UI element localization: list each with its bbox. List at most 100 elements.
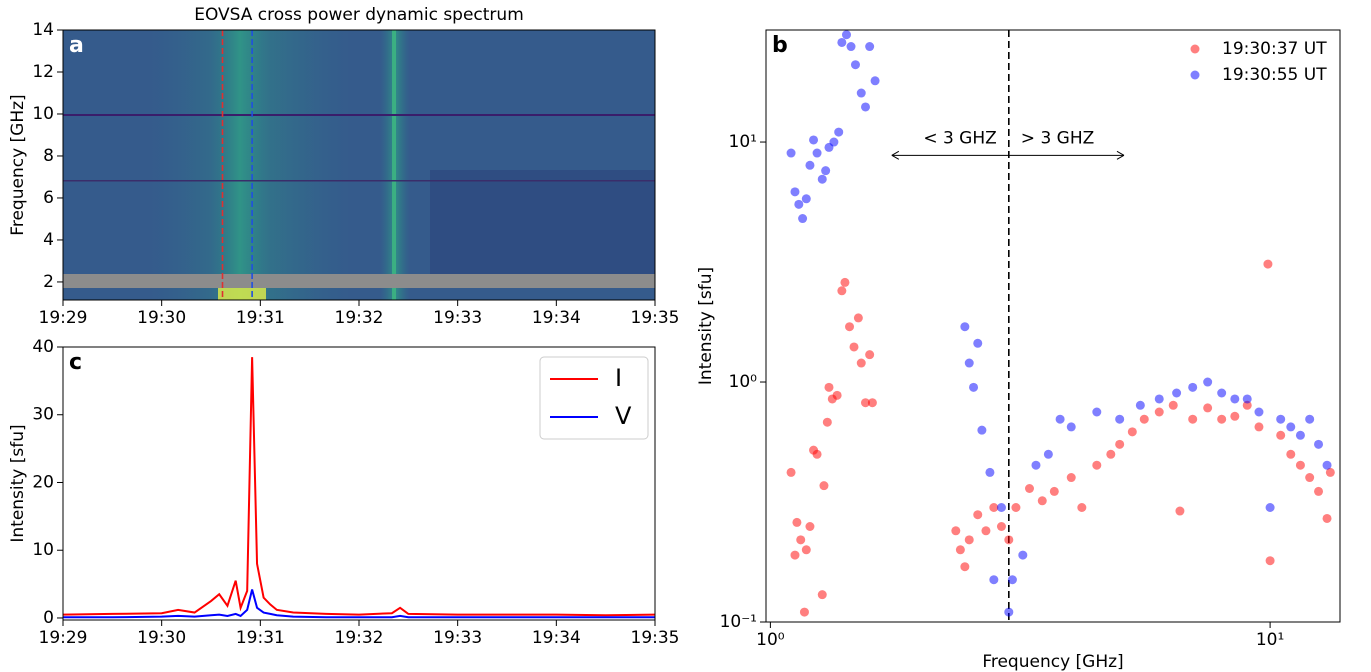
x-tick-label: 19:35 [631, 308, 680, 328]
point [819, 481, 829, 491]
y-tick-label: 10¹ [729, 132, 757, 152]
point [841, 30, 851, 40]
point [860, 398, 870, 408]
point [1286, 449, 1296, 459]
point [996, 503, 1006, 513]
point [799, 607, 809, 617]
legend-marker [1190, 70, 1200, 80]
x-axis-label: Frequency [GHz] [982, 652, 1123, 672]
x-tick-label: 19:31 [236, 628, 285, 648]
point [1263, 259, 1273, 269]
y-tick-label: 10 [32, 540, 54, 560]
point [1217, 414, 1227, 424]
point [1007, 575, 1017, 585]
legend-label: V [615, 402, 632, 430]
point [1011, 503, 1021, 513]
point [1265, 503, 1275, 513]
point [1276, 430, 1286, 440]
legend-label: 19:30:37 UT [1222, 39, 1327, 59]
point [821, 166, 831, 176]
point [850, 60, 860, 70]
point [1092, 407, 1102, 417]
x-tick-label: 19:30 [137, 628, 186, 648]
x-tick-label: 19:32 [335, 628, 384, 648]
point [846, 42, 856, 52]
annotation: > 3 GHZ [1021, 128, 1094, 148]
axes-frame [62, 29, 656, 301]
x-tick-label: 10⁰ [756, 630, 785, 650]
point [969, 382, 979, 392]
point [985, 467, 995, 477]
point [1188, 382, 1198, 392]
point [1139, 414, 1149, 424]
point [809, 135, 819, 145]
point [1242, 400, 1252, 410]
point [1031, 460, 1041, 470]
point [1004, 607, 1014, 617]
point [1322, 460, 1332, 470]
point [837, 37, 847, 47]
point [1066, 422, 1076, 432]
x-tick-label: 19:33 [433, 308, 482, 328]
point [1276, 414, 1286, 424]
x-tick-label: 19:33 [433, 628, 482, 648]
point [955, 545, 965, 555]
x-tick-label: 19:29 [39, 308, 88, 328]
point [951, 526, 961, 536]
point [845, 322, 855, 332]
y-tick-label: 10 [32, 104, 54, 124]
point [856, 88, 866, 98]
point [805, 160, 815, 170]
point [796, 535, 806, 545]
point [1055, 414, 1065, 424]
point [1043, 449, 1053, 459]
point [849, 342, 859, 352]
point [960, 562, 970, 572]
y-tick-label: 40 [32, 337, 54, 357]
point [1242, 394, 1252, 404]
arrow-head [891, 150, 900, 160]
point [1295, 460, 1305, 470]
point [1092, 460, 1102, 470]
point [1175, 506, 1185, 516]
x-tick-label: 10¹ [1256, 630, 1284, 650]
point [1004, 535, 1014, 545]
y-axis-label: Intensity [sfu] [8, 424, 28, 542]
point [790, 550, 800, 560]
point [1154, 407, 1164, 417]
point [853, 313, 863, 323]
point [794, 199, 804, 209]
point [824, 382, 834, 392]
point [1037, 496, 1047, 506]
point [1314, 439, 1324, 449]
x-tick-label: 19:34 [532, 308, 581, 328]
point [1322, 513, 1332, 523]
x-tick-label: 19:35 [631, 628, 680, 648]
point [977, 425, 987, 435]
point [960, 322, 970, 332]
point [1217, 388, 1227, 398]
point [1127, 427, 1137, 437]
point [989, 503, 999, 513]
point [801, 194, 811, 204]
point [817, 174, 827, 184]
point [1254, 407, 1264, 417]
point [1106, 449, 1116, 459]
line [62, 357, 656, 617]
point [798, 214, 808, 224]
point [1168, 400, 1178, 410]
point [996, 522, 1006, 532]
point [837, 286, 847, 296]
point [973, 510, 983, 520]
y-tick-label: 12 [32, 62, 54, 82]
legend-marker [1190, 44, 1200, 54]
point [1154, 394, 1164, 404]
point [1203, 377, 1213, 387]
point [973, 338, 983, 348]
point [1049, 486, 1059, 496]
point [1066, 473, 1076, 483]
line [63, 589, 655, 619]
x-tick-label: 19:30 [137, 308, 186, 328]
y-axis-label: Frequency [GHz] [8, 94, 28, 235]
